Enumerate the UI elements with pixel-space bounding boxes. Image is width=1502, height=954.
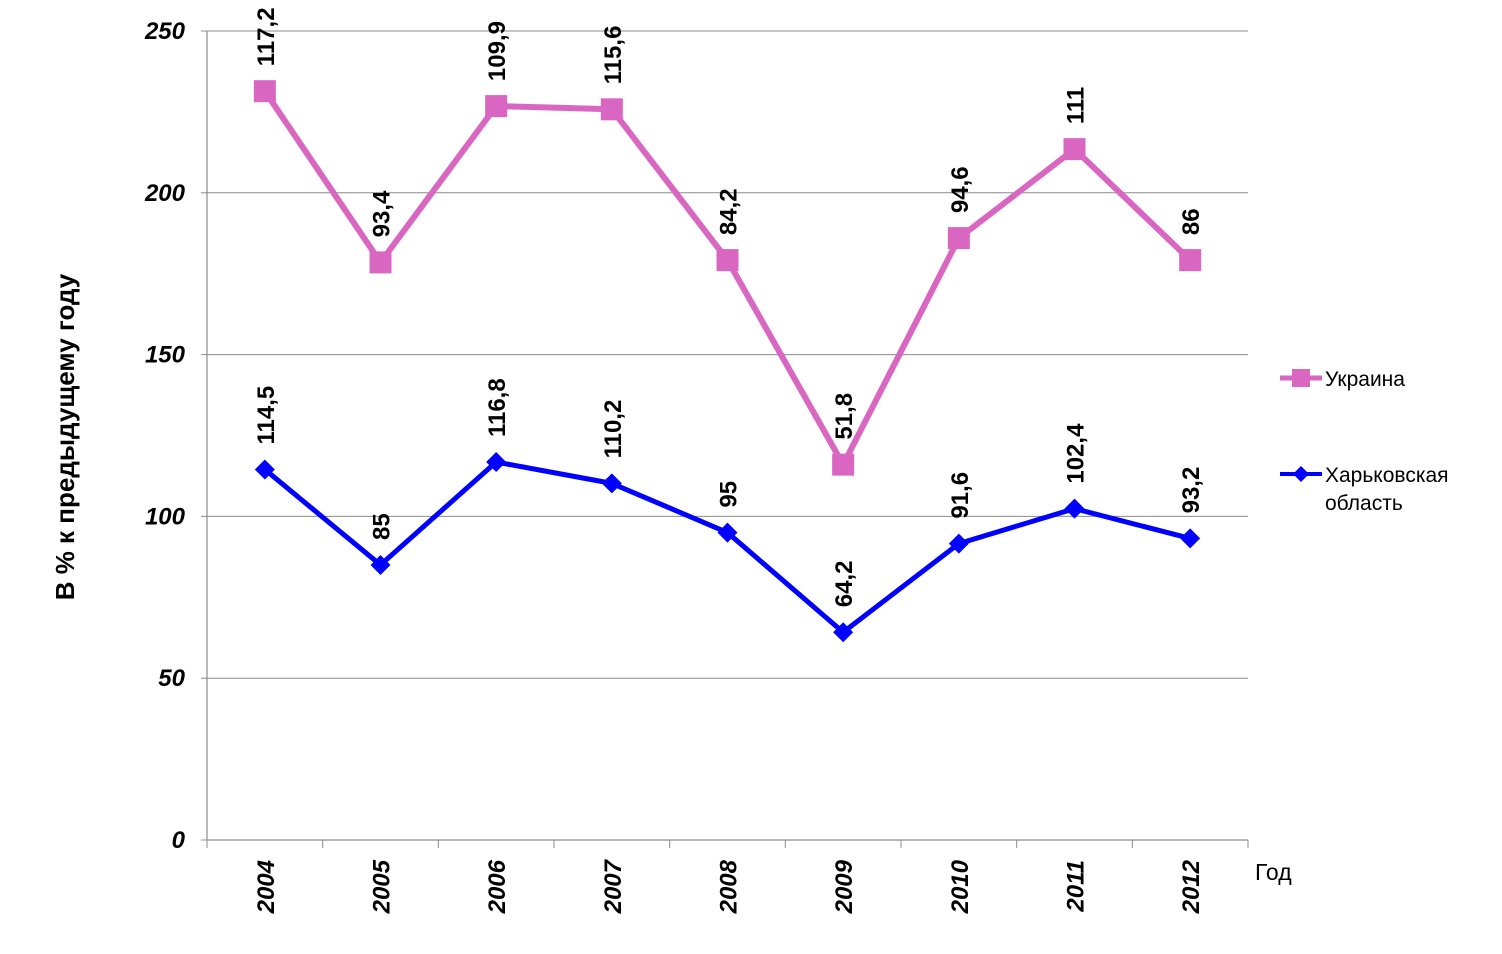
data-point-diamond — [1180, 528, 1201, 549]
data-label: 95 — [716, 481, 743, 508]
data-point-square — [485, 95, 508, 118]
data-label: 64,2 — [831, 561, 858, 608]
y-tick-label: 200 — [144, 180, 186, 207]
y-tick-label: 100 — [145, 503, 186, 530]
data-point-square — [832, 453, 855, 476]
data-label: 102,4 — [1063, 423, 1090, 484]
data-label: 110,2 — [600, 400, 627, 459]
x-tick-label: 2004 — [253, 860, 280, 914]
x-tick-label: 2012 — [1178, 859, 1205, 914]
data-point-diamond — [370, 554, 391, 575]
data-point-diamond — [1064, 498, 1085, 519]
x-tick-label: 2010 — [947, 859, 974, 914]
x-tick-label: 2008 — [716, 859, 743, 914]
y-tick-label: 0 — [172, 827, 186, 854]
y-tick-label: 250 — [144, 18, 186, 45]
series-line-0 — [262, 89, 1193, 468]
legend-marker-square — [1292, 369, 1310, 387]
data-point-diamond — [254, 459, 275, 480]
data-point-square — [1179, 249, 1202, 272]
data-point-square — [1063, 138, 1086, 161]
x-tick-label: 2007 — [600, 858, 627, 914]
x-tick-label: 2011 — [1063, 860, 1090, 913]
legend-marker-diamond — [1293, 466, 1309, 482]
data-point-square — [369, 251, 392, 274]
legend-label: область — [1325, 492, 1403, 515]
legend-label: Харьковская — [1325, 464, 1449, 487]
data-point-diamond — [833, 622, 854, 643]
data-label: 84,2 — [716, 188, 743, 235]
legend: Украина Харьковская область — [1280, 368, 1449, 515]
data-point-square — [716, 249, 739, 272]
legend-label: Украина — [1325, 368, 1405, 391]
data-point-diamond — [717, 522, 738, 543]
y-tick-label: 50 — [158, 665, 185, 692]
axes: 0 50 100 150 200 250 2004 2005 2006 2007 2008 2009 2… — [144, 18, 1249, 914]
data-point-square — [253, 80, 276, 103]
x-tick-label: 2006 — [484, 859, 511, 914]
y-tick-label: 150 — [145, 342, 186, 369]
data-label: 85 — [369, 513, 396, 540]
x-tick-label: 2009 — [831, 859, 858, 914]
data-label: 93,2 — [1178, 467, 1205, 514]
data-point-square — [600, 98, 623, 121]
data-label: 94,6 — [947, 166, 974, 213]
data-point-diamond — [601, 473, 622, 494]
data-label: 93,4 — [369, 190, 396, 237]
data-label: 116,8 — [484, 378, 511, 437]
data-label: 86 — [1178, 208, 1205, 235]
series — [253, 80, 1202, 643]
x-tick-label: 2005 — [369, 859, 396, 914]
gridlines — [207, 30, 1248, 679]
data-point-square — [947, 227, 970, 250]
data-point-diamond — [486, 452, 507, 473]
data-label: 111 — [1063, 87, 1090, 124]
data-point-diamond — [948, 533, 969, 554]
data-label: 117,2 — [253, 7, 280, 66]
y-axis-title: В % к предыдущему году — [50, 273, 80, 600]
data-labels: 117,2 93,4 109,9 115,6 84,2 51,8 94,6 111 86 114,… — [253, 7, 1205, 607]
x-axis-title: Год — [1255, 859, 1292, 885]
data-label: 51,8 — [831, 393, 858, 440]
data-label: 115,6 — [600, 26, 627, 85]
data-label: 91,6 — [947, 472, 974, 519]
data-label: 109,9 — [484, 21, 511, 81]
data-label: 114,5 — [253, 386, 280, 445]
